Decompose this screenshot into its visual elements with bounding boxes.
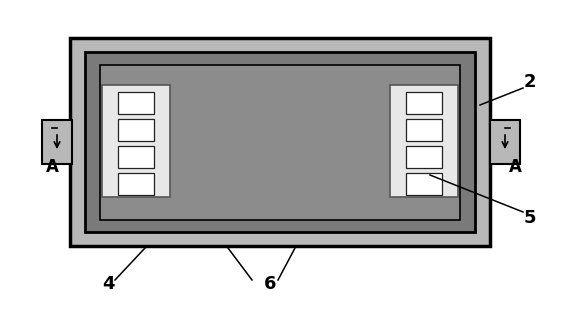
Bar (390, 85, 458, 197)
Bar (406, 92, 442, 114)
Text: 4: 4 (102, 275, 114, 293)
Bar (118, 173, 154, 195)
Bar (118, 92, 154, 114)
Bar (100, 65, 460, 220)
Bar (406, 119, 442, 141)
Text: 2: 2 (524, 73, 536, 91)
Text: 6: 6 (264, 275, 276, 293)
Bar (102, 85, 170, 197)
Text: A: A (509, 158, 521, 176)
Bar (406, 146, 442, 168)
Bar (70, 38, 490, 246)
Bar (118, 119, 154, 141)
Bar (85, 52, 475, 232)
Bar (42, 120, 72, 164)
Bar (490, 120, 520, 164)
Text: A: A (45, 158, 58, 176)
Bar (118, 146, 154, 168)
Text: 5: 5 (524, 209, 536, 227)
Bar (406, 173, 442, 195)
